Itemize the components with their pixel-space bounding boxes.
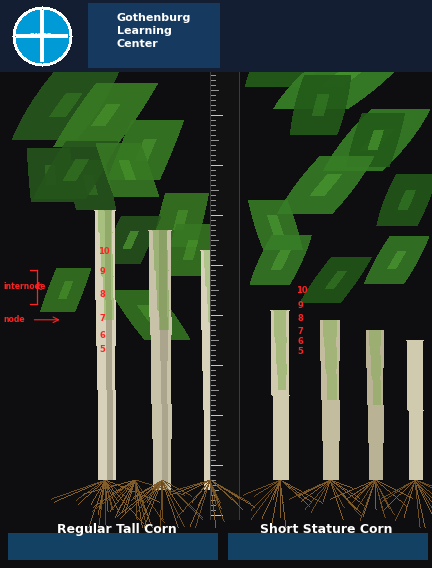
Text: 6: 6: [100, 331, 106, 340]
Text: 5: 5: [297, 346, 303, 356]
Text: Regular Tall Corn: Regular Tall Corn: [57, 523, 177, 536]
Text: 8: 8: [100, 290, 105, 299]
Text: 10: 10: [296, 286, 308, 295]
Text: 7: 7: [100, 314, 105, 323]
Text: node: node: [3, 315, 25, 324]
Text: 10: 10: [98, 247, 110, 256]
Text: 9: 9: [100, 267, 105, 276]
Text: 5: 5: [100, 345, 106, 354]
Text: 8: 8: [297, 314, 303, 323]
Text: Short Stature Corn: Short Stature Corn: [260, 523, 392, 536]
Text: 7: 7: [297, 327, 303, 336]
Text: 6: 6: [297, 337, 303, 346]
Text: BAYER: BAYER: [30, 33, 52, 37]
Text: internode: internode: [3, 282, 46, 291]
Text: Gothenburg
Learning
Center: Gothenburg Learning Center: [117, 14, 191, 49]
Text: 9: 9: [297, 300, 303, 310]
